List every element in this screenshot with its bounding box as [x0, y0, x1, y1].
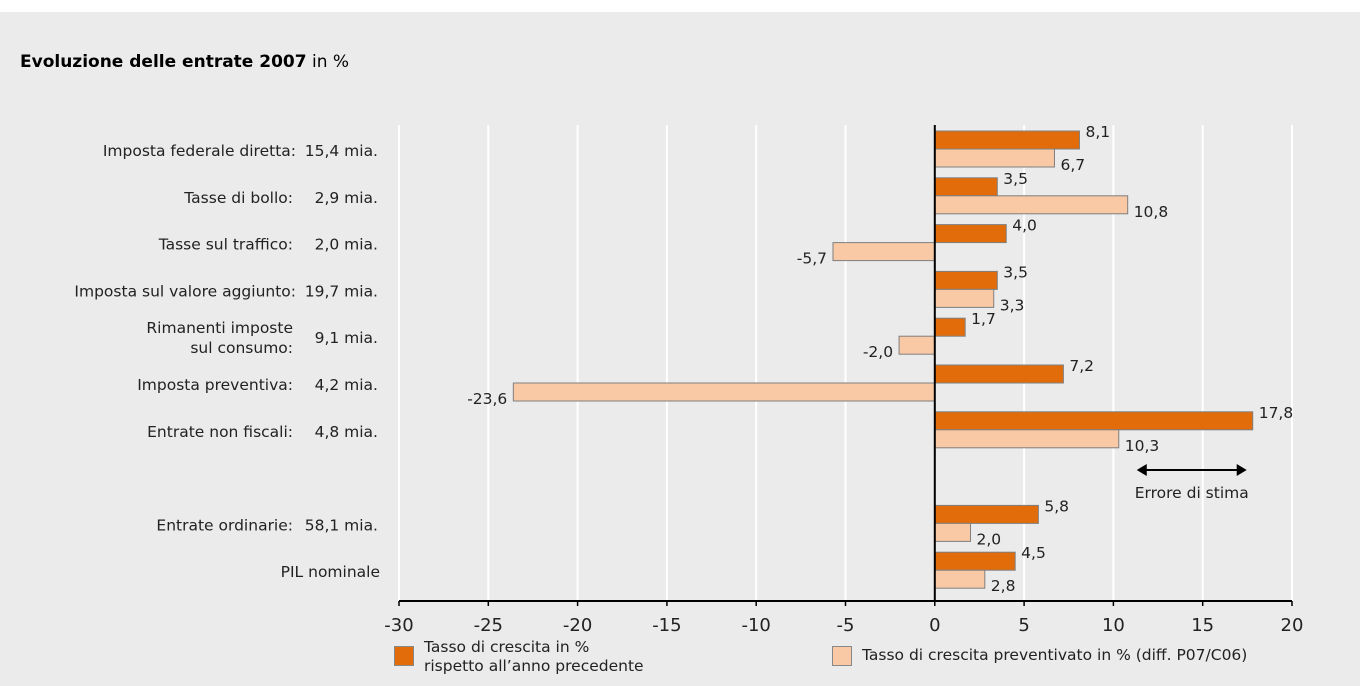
x-tick-label: 5 — [1018, 615, 1029, 636]
bar — [934, 270, 998, 290]
category-label: Rimanenti imposte — [146, 319, 293, 337]
category-amount: 2,0 mia. — [315, 236, 378, 254]
x-tick-label: 0 — [929, 615, 940, 636]
bar — [832, 242, 936, 262]
bar — [934, 317, 966, 337]
bar — [934, 224, 1007, 244]
category-label: PIL nominale — [281, 563, 380, 581]
category-amount: 19,7 mia. — [305, 282, 378, 300]
category-label: Entrate non fiscali: — [147, 423, 293, 441]
category-label: Imposta preventiva: — [137, 376, 293, 394]
data-label: -23,6 — [467, 390, 507, 408]
category-label: Tasse di bollo: — [183, 189, 293, 207]
data-label: 5,8 — [1044, 497, 1069, 515]
category-label: sul consumo: — [190, 339, 293, 357]
chart-panel — [0, 12, 1360, 686]
data-label: -2,0 — [863, 343, 893, 361]
chart-title-rest: in % — [306, 52, 350, 72]
legend-swatch-forecast — [832, 646, 852, 666]
bar — [934, 522, 972, 542]
data-label: 3,3 — [1000, 296, 1025, 314]
data-label: 3,5 — [1003, 263, 1028, 281]
legend-item-growth: Tasso di crescita in % rispetto all’anno … — [394, 638, 724, 676]
x-tick-label: 20 — [1281, 615, 1304, 636]
x-tick-label: -30 — [384, 615, 413, 636]
category-amount: 15,4 mia. — [305, 142, 378, 160]
chart-title-bold: Evoluzione delle entrate 2007 — [20, 52, 307, 72]
bar — [934, 195, 1129, 215]
x-tick-label: 10 — [1102, 615, 1125, 636]
bar — [934, 429, 1120, 449]
legend-swatch-growth — [394, 646, 414, 666]
annotation-arrow-right-head — [1236, 464, 1247, 476]
annotation-arrow-left-head — [1136, 464, 1147, 476]
bar — [934, 288, 995, 308]
x-tick-label: -20 — [563, 615, 592, 636]
legend-label-forecast: Tasso di crescita preventivato in % (dif… — [862, 646, 1342, 665]
category-amount: 9,1 mia. — [315, 329, 378, 347]
category-amount: 4,2 mia. — [315, 376, 378, 394]
bar — [934, 364, 1064, 384]
chart-title: Evoluzione delle entrate 2007 in % — [20, 52, 349, 72]
category-amount: 58,1 mia. — [305, 516, 378, 534]
bar — [934, 504, 1039, 524]
x-tick-label: -5 — [837, 615, 855, 636]
annotation-label: Errore di stima — [1135, 484, 1249, 502]
data-label: 3,5 — [1003, 170, 1028, 188]
bar — [934, 569, 986, 589]
data-label: 1,7 — [971, 310, 996, 328]
legend-label-growth: Tasso di crescita in % rispetto all’anno … — [424, 638, 724, 676]
category-amount: 2,9 mia. — [315, 189, 378, 207]
legend-label-line: rispetto all’anno precedente — [424, 657, 644, 675]
x-tick-label: -10 — [741, 615, 770, 636]
data-label: 6,7 — [1060, 156, 1085, 174]
data-label: 2,0 — [977, 530, 1002, 548]
x-tick-label: -25 — [474, 615, 503, 636]
x-tick-label: -15 — [652, 615, 681, 636]
category-label: Tasse sul traffico: — [158, 236, 293, 254]
data-label: 17,8 — [1259, 404, 1294, 422]
data-label: 7,2 — [1069, 357, 1094, 375]
bar — [898, 335, 936, 355]
bar — [934, 551, 1016, 571]
category-label: Entrate ordinarie: — [156, 516, 293, 534]
bar — [934, 148, 1055, 168]
x-tick-label: 15 — [1191, 615, 1214, 636]
data-label: -5,7 — [797, 250, 827, 268]
data-label: 4,0 — [1012, 217, 1037, 235]
bar — [512, 382, 936, 402]
data-label: 10,8 — [1134, 203, 1169, 221]
data-label: 2,8 — [991, 577, 1016, 595]
category-amount: 4,8 mia. — [315, 423, 378, 441]
legend-label-line: Tasso di crescita in % — [424, 638, 590, 656]
legend-item-forecast: Tasso di crescita preventivato in % (dif… — [832, 638, 1342, 666]
bar — [934, 177, 998, 197]
legend-label-line: Tasso di crescita preventivato in % (dif… — [862, 646, 1248, 664]
data-label: 8,1 — [1085, 123, 1110, 141]
category-label: Imposta federale diretta: — [103, 142, 296, 160]
bar — [934, 411, 1254, 431]
data-label: 10,3 — [1125, 437, 1160, 455]
data-label: 4,5 — [1021, 544, 1046, 562]
bar — [934, 130, 1080, 150]
category-label: Imposta sul valore aggiunto: — [74, 282, 296, 300]
